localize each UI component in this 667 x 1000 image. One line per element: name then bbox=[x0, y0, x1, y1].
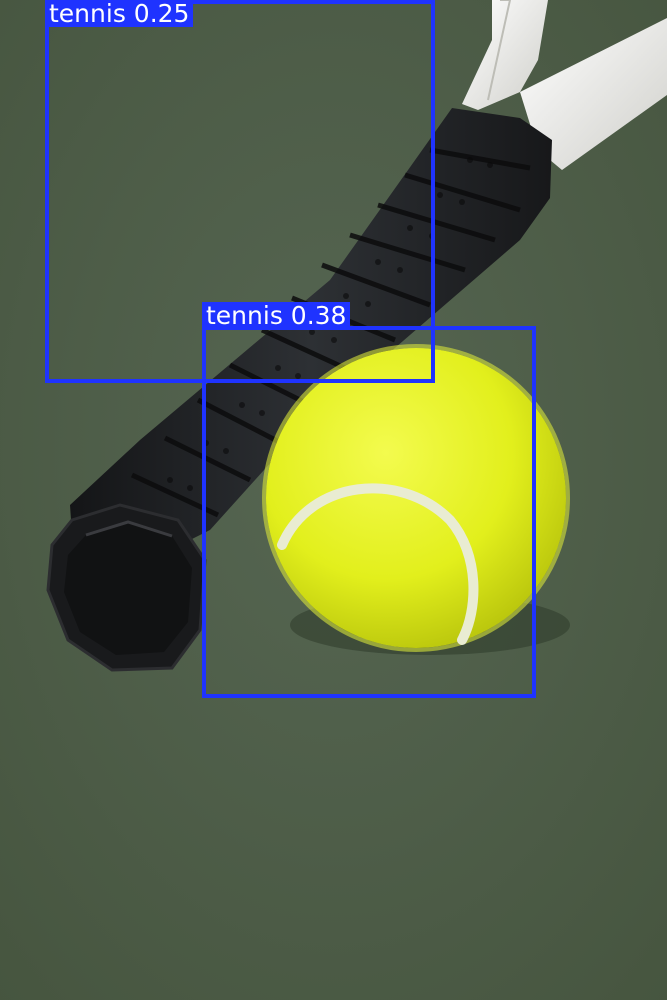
detection-label: tennis 0.38 bbox=[202, 302, 351, 329]
detection-label: tennis 0.25 bbox=[45, 0, 194, 27]
detection-box bbox=[202, 326, 536, 698]
detection-box bbox=[45, 0, 435, 383]
racket-frame bbox=[462, 0, 667, 170]
tennis-ball bbox=[262, 344, 570, 652]
racket-butt-cap bbox=[46, 503, 207, 672]
